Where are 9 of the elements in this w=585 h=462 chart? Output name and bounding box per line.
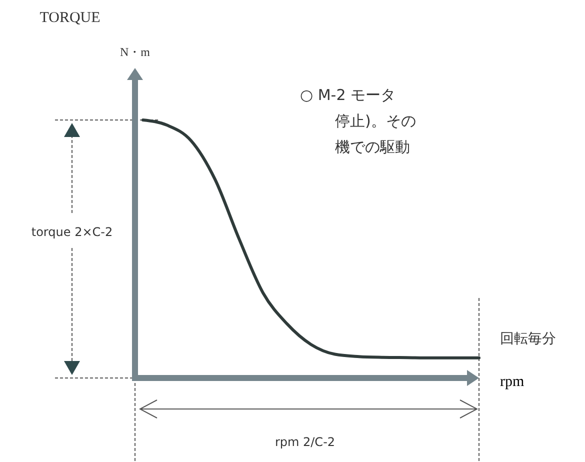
- text: TORQUE: [40, 10, 100, 26]
- text: torque 2×C-2: [31, 225, 113, 239]
- text: ○ M-2 モータ: [300, 86, 396, 104]
- annotation: 停止)。その: [335, 112, 416, 130]
- text: rpm 2/C-2: [274, 435, 336, 449]
- x-axis-title: rpm: [500, 374, 524, 390]
- text: 回転毎分: [500, 331, 556, 347]
- annotation: 機での駆動: [335, 138, 410, 156]
- text: N・m: [120, 45, 151, 59]
